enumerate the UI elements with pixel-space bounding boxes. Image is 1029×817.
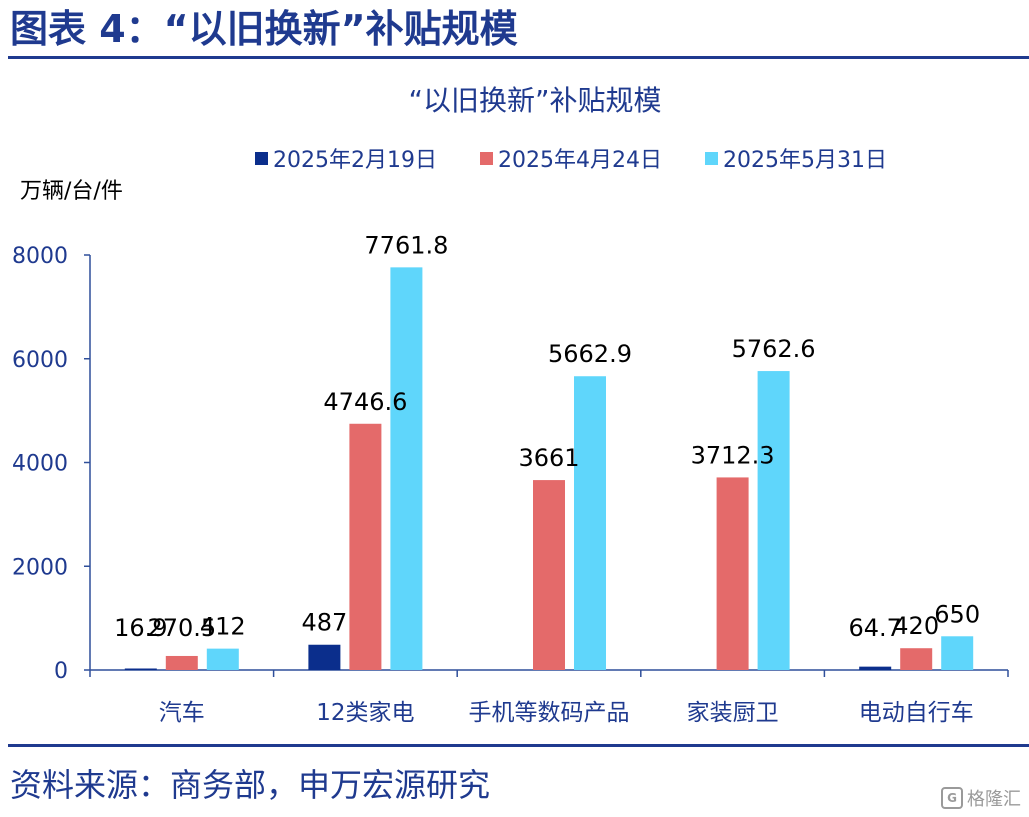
- data-labels: 16.9 487 64.7 270.5 4746.6 3661 3712.3 420 412 77…: [114, 231, 980, 642]
- legend-swatch: [705, 152, 718, 165]
- bottom-rule: [8, 744, 1029, 747]
- x-axis: 汽车 12类家电 手机等数码产品 家装厨卫 电动自行车: [89, 669, 1009, 726]
- data-label: 420: [893, 612, 939, 640]
- top-rule: [8, 56, 1029, 59]
- figure-heading: 图表 4：“以旧换新”补贴规模: [10, 7, 518, 51]
- legend-item: 2025年4月24日: [480, 148, 662, 173]
- data-label: 650: [934, 600, 980, 628]
- data-label: 487: [301, 609, 347, 637]
- bar: [124, 668, 157, 670]
- data-label: 412: [200, 613, 246, 641]
- chart-title: “以旧换新”补贴规模: [408, 84, 661, 117]
- bar-marks: [124, 267, 974, 670]
- y-tick-label: 4000: [12, 452, 68, 477]
- bar: [900, 648, 933, 670]
- y-tick-label: 2000: [12, 555, 68, 580]
- legend-label: 2025年4月24日: [498, 148, 662, 173]
- data-label: 3661: [518, 444, 579, 472]
- x-category-label: 电动自行车: [859, 700, 974, 726]
- data-label: 7761.8: [364, 231, 448, 259]
- source-note: 资料来源：商务部，申万宏源研究: [10, 766, 491, 804]
- data-label: 4746.6: [323, 388, 407, 416]
- legend-label: 2025年2月19日: [273, 148, 437, 173]
- bar: [165, 655, 198, 670]
- y-axis: 0 2000 4000 6000 8000: [12, 244, 91, 684]
- bar: [390, 267, 423, 670]
- legend-item: 2025年2月19日: [255, 148, 437, 173]
- y-tick-label: 8000: [12, 244, 68, 269]
- legend-label: 2025年5月31日: [723, 148, 887, 173]
- x-category-label: 12类家电: [316, 700, 414, 726]
- y-unit-label: 万辆/台/件: [20, 179, 123, 204]
- bar: [206, 648, 239, 670]
- legend-swatch: [480, 152, 493, 165]
- data-label: 3712.3: [691, 441, 775, 469]
- data-label: 64.7: [848, 614, 901, 642]
- watermark: G 格隆汇: [941, 785, 1021, 811]
- x-category-label: 手机等数码产品: [469, 700, 630, 726]
- bar: [574, 376, 606, 670]
- bar: [716, 477, 749, 670]
- bar: [349, 423, 382, 670]
- bar: [757, 371, 790, 670]
- data-label: 5762.6: [732, 335, 816, 363]
- y-tick-label: 6000: [12, 348, 68, 373]
- bar: [533, 480, 565, 670]
- data-label: 16.9: [114, 614, 167, 642]
- legend-item: 2025年5月31日: [705, 148, 887, 173]
- bar-chart: “以旧换新”补贴规模 2025年2月19日 2025年4月24日 2025年5月31…: [12, 84, 1009, 726]
- data-label: 270.5: [147, 614, 216, 642]
- bar: [941, 636, 974, 670]
- y-tick-label: 0: [54, 659, 68, 684]
- x-category-label: 汽车: [159, 700, 205, 726]
- watermark-logo-icon: G: [941, 787, 963, 809]
- chart-legend: 2025年2月19日 2025年4月24日 2025年5月31日: [255, 148, 887, 173]
- data-label: 5662.9: [548, 340, 632, 368]
- x-category-label: 家装厨卫: [687, 700, 779, 726]
- watermark-text: 格隆汇: [967, 789, 1021, 810]
- bar: [308, 644, 341, 670]
- legend-swatch: [255, 152, 268, 165]
- bar: [859, 666, 892, 670]
